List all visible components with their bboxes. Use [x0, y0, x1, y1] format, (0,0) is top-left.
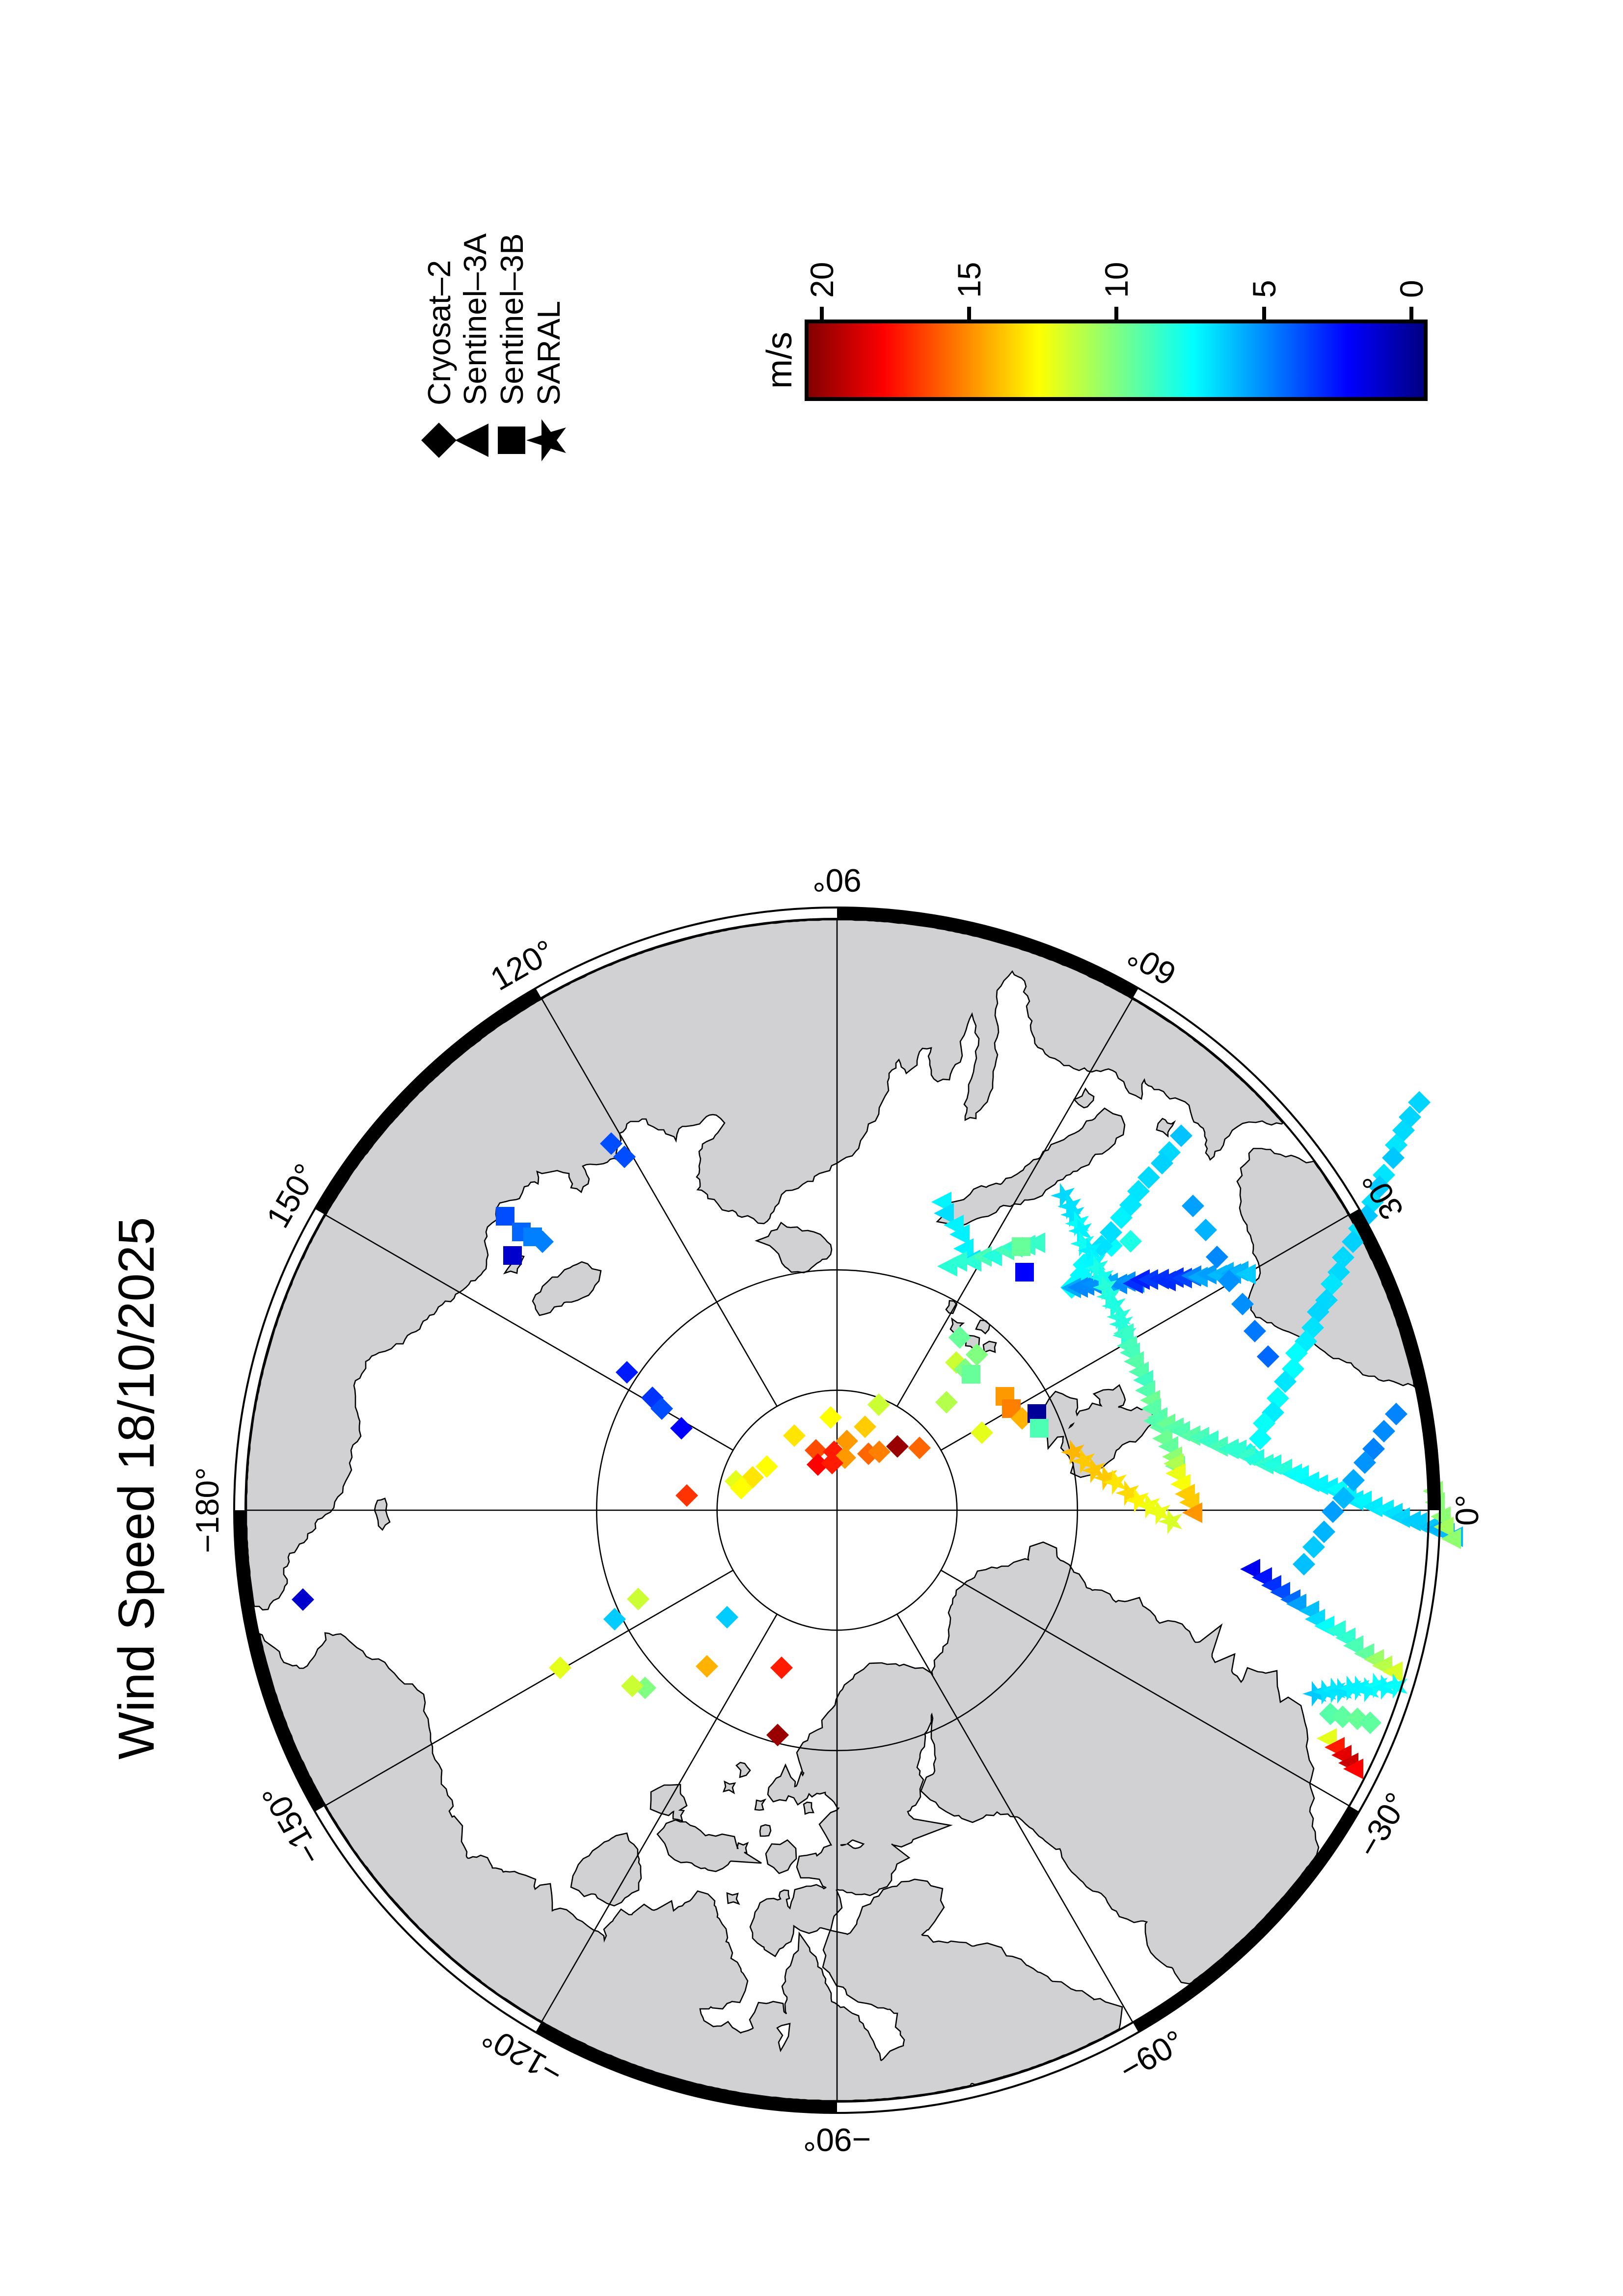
- svg-text:Sentinel–3A: Sentinel–3A: [457, 233, 493, 405]
- svg-text:Sentinel–3B: Sentinel–3B: [494, 233, 530, 405]
- svg-text:Wind Speed 18/10/2025: Wind Speed 18/10/2025: [108, 1217, 164, 1760]
- svg-text:−90°: −90°: [803, 2122, 871, 2158]
- svg-text:m/s: m/s: [760, 332, 799, 389]
- svg-text:15: 15: [951, 262, 987, 298]
- svg-text:SARAL: SARAL: [531, 301, 567, 405]
- svg-text:20: 20: [804, 262, 840, 298]
- svg-text:Cryosat–2: Cryosat–2: [421, 260, 457, 405]
- svg-text:0: 0: [1393, 280, 1430, 298]
- svg-text:5: 5: [1246, 280, 1282, 298]
- svg-text:10: 10: [1098, 262, 1135, 298]
- svg-text:0°: 0°: [1449, 1495, 1485, 1525]
- svg-text:−180°: −180°: [189, 1467, 225, 1553]
- svg-text:90°: 90°: [812, 862, 862, 899]
